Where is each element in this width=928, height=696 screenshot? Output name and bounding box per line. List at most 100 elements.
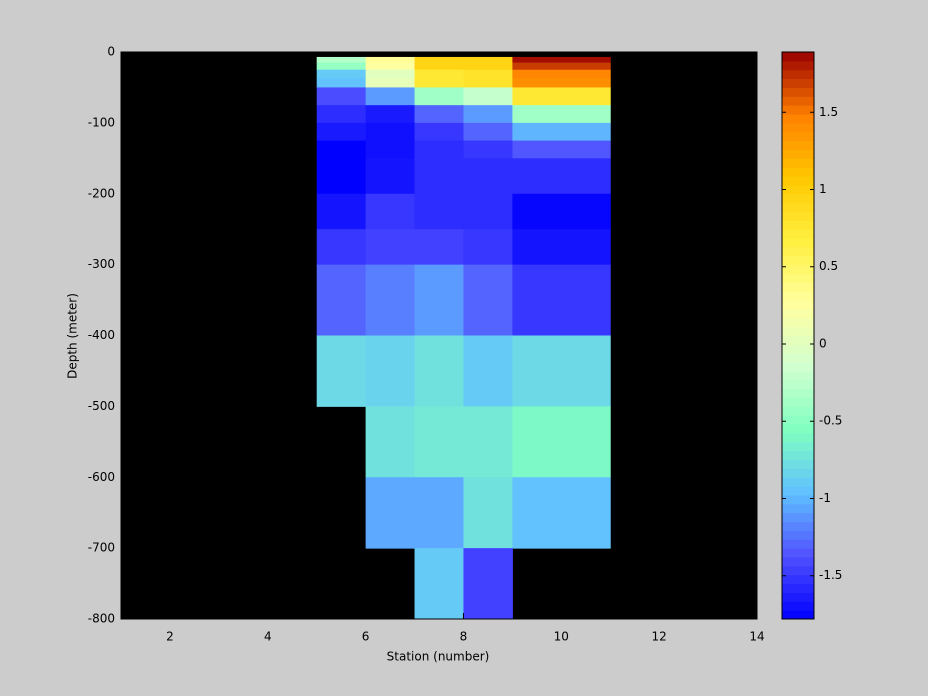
y-tick-label: -100 (88, 115, 115, 129)
x-tick-label: 12 (652, 630, 667, 644)
colorbar-swatch (782, 335, 814, 345)
heatmap-cell (365, 193, 416, 230)
heatmap-cell (414, 406, 464, 478)
heatmap-cell (463, 406, 513, 478)
heatmap-cell (512, 158, 611, 195)
colorbar-swatch (782, 521, 814, 531)
heatmap-cell (512, 193, 611, 230)
heatmap-cell (414, 87, 464, 106)
colorbar-swatch (782, 486, 814, 496)
colorbar-swatch (782, 273, 814, 283)
colorbar-swatch (782, 415, 814, 425)
heatmap-cell (414, 548, 464, 620)
colorbar-swatch (782, 450, 814, 461)
heatmap-cell (512, 229, 611, 266)
x-axis-label: Station (number) (387, 650, 490, 664)
colorbar-swatch (782, 131, 814, 142)
colorbar-swatch (782, 238, 814, 248)
heatmap-cell (463, 62, 513, 71)
colorbar-swatch (782, 326, 814, 336)
colorbar-tick-label: -1.5 (819, 568, 842, 582)
heatmap-cell (414, 158, 464, 195)
colorbar-swatch (782, 353, 814, 363)
colorbar-swatch (782, 308, 814, 319)
heatmap-cell (463, 140, 513, 159)
heatmap-cell (365, 122, 416, 142)
colorbar-swatch (782, 211, 814, 221)
heatmap-cell (414, 193, 464, 230)
heatmap-cell (365, 105, 416, 124)
colorbar-swatch (782, 105, 814, 115)
colorbar-tick-label: 1.5 (819, 105, 838, 119)
heatmap-cell (414, 140, 464, 159)
colorbar-swatch (782, 202, 814, 212)
colorbar-swatch (782, 503, 814, 514)
colorbar-frame (781, 51, 815, 620)
colorbar-swatch (782, 317, 814, 328)
heatmap-cell (316, 56, 367, 64)
heatmap-cell (463, 122, 513, 142)
colorbar-swatch (782, 610, 814, 620)
heatmap-cell (316, 78, 367, 88)
heatmap-cell (512, 335, 611, 407)
heatmap-cell (365, 78, 416, 88)
heatmap-cell (512, 78, 611, 88)
heatmap-cell (512, 122, 611, 142)
colorbar-swatch (782, 548, 814, 558)
y-tick-label: -800 (88, 612, 115, 626)
heatmap-cell (463, 78, 513, 88)
heatmap-cell (414, 264, 464, 336)
colorbar-swatch (782, 193, 814, 204)
heatmap-cell (365, 69, 416, 79)
heatmap-cell (365, 406, 416, 478)
colorbar-swatch (782, 264, 814, 274)
y-tick-label: 0 (107, 45, 115, 59)
heatmap-cell (365, 264, 416, 336)
colorbar-swatch (782, 229, 814, 239)
heatmap-cell (316, 140, 367, 159)
colorbar-swatch (782, 432, 814, 443)
colorbar-swatch (782, 388, 814, 399)
y-axis-label: Depth (meter) (66, 293, 80, 379)
y-tick-label: -400 (88, 328, 115, 342)
colorbar-swatch (782, 424, 814, 434)
heatmap-cell (316, 87, 367, 106)
heatmap-cell (414, 78, 464, 88)
heatmap-cell (463, 56, 513, 64)
heatmap-cell (512, 406, 611, 478)
y-tick-label: -500 (88, 399, 115, 413)
heatmap-cell (316, 158, 367, 195)
heatmap-cell (365, 229, 416, 266)
heatmap-cell (463, 193, 513, 230)
heatmap-cell (365, 140, 416, 159)
colorbar-swatch (782, 96, 814, 106)
x-tick-label: 10 (554, 630, 569, 644)
colorbar-swatch (782, 468, 814, 478)
colorbar-swatch (782, 530, 814, 540)
heatmap-cell (463, 229, 513, 266)
colorbar-swatch (782, 52, 814, 62)
heatmap-cell (512, 477, 611, 549)
x-tick-label: 8 (460, 630, 468, 644)
heatmap-cell (512, 62, 611, 71)
colorbar-swatch (782, 176, 814, 186)
colorbar-tick-label: 0.5 (819, 259, 838, 273)
colorbar-swatch (782, 149, 814, 159)
heatmap-cell (512, 105, 611, 124)
heatmap-cell (512, 264, 611, 336)
y-tick-label: -700 (88, 541, 115, 555)
y-tick-label: -600 (88, 470, 115, 484)
heatmap-cell (463, 87, 513, 106)
heatmap-cell (463, 158, 513, 195)
colorbar-swatch (782, 406, 814, 416)
heatmap-cell (316, 264, 367, 336)
colorbar-swatch (782, 114, 814, 124)
colorbar-swatch (782, 140, 814, 150)
heatmap-cell (316, 335, 367, 407)
colorbar-swatch (782, 370, 814, 381)
heatmap-cell (365, 62, 416, 71)
colorbar-swatch (782, 441, 814, 452)
colorbar-swatch (782, 87, 814, 97)
heatmap-cell (316, 62, 367, 71)
